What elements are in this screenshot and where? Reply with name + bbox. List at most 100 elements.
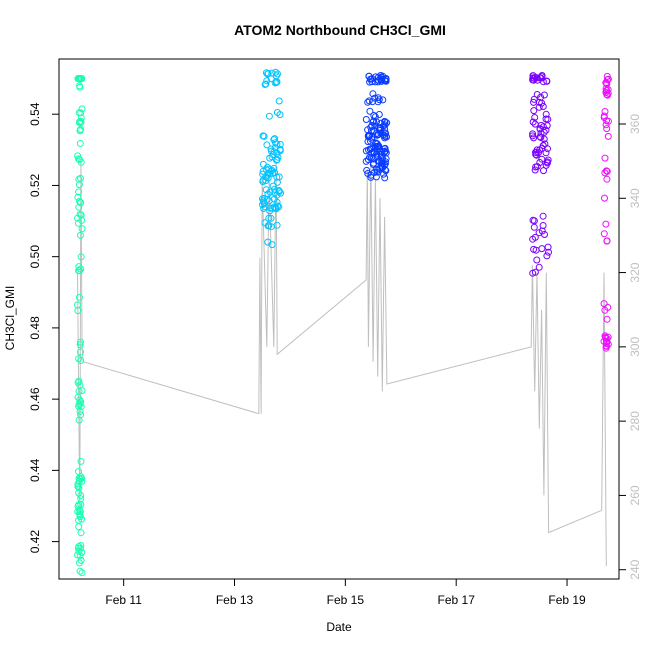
- data-point: [262, 177, 270, 185]
- data-point: [75, 175, 83, 183]
- data-point: [265, 165, 273, 173]
- data-point: [265, 214, 273, 222]
- data-point: [76, 396, 84, 404]
- data-point: [76, 156, 83, 164]
- data-point: [530, 98, 537, 106]
- data-point: [603, 167, 611, 175]
- data-point: [377, 119, 385, 127]
- data-point: [603, 342, 611, 350]
- data-point: [75, 523, 83, 531]
- secondary-line-layer: [77, 161, 607, 567]
- data-point: [371, 94, 379, 102]
- data-point: [538, 155, 546, 163]
- data-point: [76, 83, 84, 91]
- data-point: [367, 123, 375, 131]
- data-point: [77, 348, 84, 356]
- data-point: [75, 203, 83, 211]
- data-point: [373, 168, 381, 176]
- data-point: [266, 207, 274, 215]
- data-point: [78, 225, 86, 233]
- data-point: [535, 263, 543, 271]
- data-point: [539, 103, 547, 110]
- data-point: [76, 127, 84, 135]
- data-point: [381, 174, 389, 182]
- data-point: [275, 97, 283, 105]
- data-point: [77, 174, 84, 182]
- data-point: [273, 221, 281, 229]
- y2-tick-label: 320: [628, 262, 642, 282]
- data-point: [272, 79, 280, 86]
- data-point: [266, 188, 274, 196]
- data-point: [76, 118, 84, 126]
- data-point: [377, 124, 384, 132]
- data-point: [259, 197, 267, 205]
- data-point: [271, 135, 279, 143]
- data-point: [75, 416, 83, 424]
- data-point: [261, 81, 269, 88]
- y2-tick-label: 360: [628, 114, 642, 134]
- data-point: [542, 110, 550, 118]
- data-point: [74, 219, 82, 227]
- data-point: [273, 173, 281, 181]
- data-point: [75, 468, 82, 476]
- data-point: [368, 122, 376, 129]
- data-point: [273, 109, 281, 116]
- data-point: [530, 95, 538, 103]
- x-tick-label: Feb 19: [548, 593, 586, 607]
- data-point: [601, 154, 609, 162]
- data-point: [275, 173, 283, 181]
- data-point: [375, 157, 382, 165]
- x-tick-label: Feb 13: [216, 593, 254, 607]
- data-point: [374, 131, 382, 138]
- data-point: [602, 220, 610, 228]
- data-point: [539, 212, 547, 220]
- x-tick-label: Feb 11: [105, 593, 142, 607]
- y-tick-label: 0.50: [28, 245, 42, 269]
- y-axis-label: CH3Cl_GMI: [3, 286, 17, 351]
- data-point: [544, 115, 552, 123]
- data-point: [269, 182, 277, 190]
- data-point: [603, 175, 611, 183]
- data-point: [365, 146, 372, 154]
- data-point: [77, 457, 85, 465]
- data-point: [377, 129, 385, 137]
- data-point: [539, 222, 547, 229]
- data-point: [364, 133, 372, 141]
- data-point: [260, 205, 268, 212]
- y-tick-label: 0.48: [28, 316, 42, 340]
- data-point: [375, 96, 383, 104]
- data-point: [273, 198, 281, 206]
- data-point: [75, 355, 83, 363]
- series-4: [529, 72, 552, 277]
- data-point: [369, 98, 376, 106]
- data-point: [74, 508, 82, 515]
- data-point: [604, 303, 612, 311]
- data-point: [536, 133, 544, 141]
- data-point: [77, 492, 85, 499]
- data-point: [77, 403, 85, 411]
- chart-title: ATOM2 Northbound CH3Cl_GMI: [234, 22, 446, 38]
- series-1: [74, 75, 86, 577]
- data-point: [602, 334, 610, 342]
- data-point: [264, 70, 272, 77]
- data-point: [267, 145, 275, 153]
- data-point: [603, 337, 611, 345]
- data-point: [362, 116, 370, 123]
- data-point: [74, 379, 82, 387]
- data-point: [601, 194, 608, 202]
- data-point: [601, 108, 609, 115]
- data-point: [536, 125, 544, 133]
- points-layer: [74, 68, 612, 577]
- data-point: [373, 118, 380, 126]
- data-point: [538, 144, 546, 152]
- data-point: [603, 117, 610, 125]
- data-point: [76, 341, 84, 349]
- data-point: [74, 155, 82, 163]
- data-point: [77, 357, 85, 364]
- data-point: [75, 293, 83, 301]
- data-point: [543, 252, 551, 260]
- data-point: [77, 556, 85, 564]
- data-point: [275, 188, 283, 196]
- data-point: [535, 103, 543, 111]
- data-point: [603, 237, 611, 245]
